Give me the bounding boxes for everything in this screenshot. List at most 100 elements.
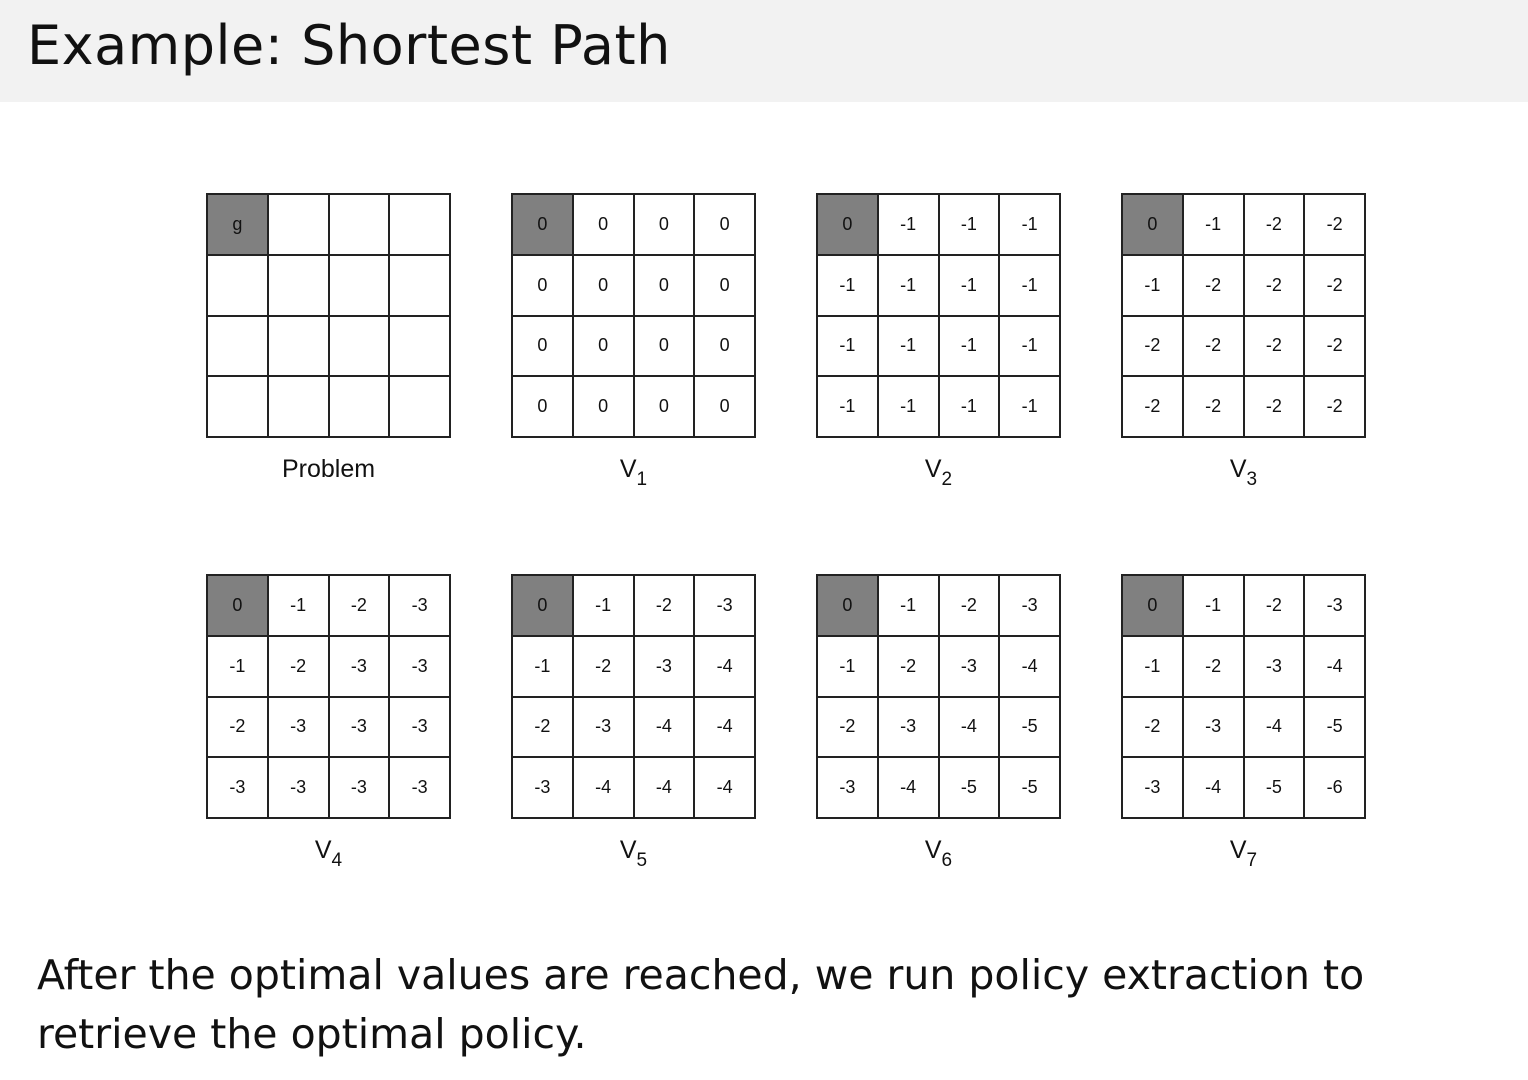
grid-cell: -4 [1304,635,1365,697]
grid-cell: -3 [1304,575,1365,636]
value-grid-v4: 0 -1 -2 -3 -1 -2 -3 -3 -2 -3 -3 -3 -3 -3 -3 -3 [206,574,451,819]
value-grid-problem: g [206,193,451,438]
grid-cell: -3 [389,757,450,818]
grid-cell: -3 [328,696,390,758]
grid-label-subscript: 4 [331,850,343,871]
value-grid-v6: 0 -1 -2 -3 -1 -2 -3 -4 -2 -3 -4 -5 -3 -4 -5 -5 [816,574,1061,819]
grid-cell: -1 [999,376,1060,437]
value-grid-v2: 0 -1 -1 -1 -1 -1 -1 -1 -1 -1 -1 -1 -1 -1 -1 -1 [816,193,1061,438]
grid-cell: -2 [1182,315,1244,377]
grid-label-text: V [314,836,332,864]
grid-cell: -2 [1304,376,1365,437]
grid-cell: -5 [1304,696,1365,758]
grid-cell: -4 [694,757,755,818]
grid-cell: -2 [267,635,329,697]
grid-label-subscript: 1 [636,469,648,490]
slide-header: Example: Shortest Path [0,0,1528,102]
grid-cell [389,194,450,255]
grid-cell: -1 [877,376,939,437]
grid-cell: -3 [1182,696,1244,758]
grid-cell: -4 [877,757,939,818]
slide-body-text: After the optimal values are reached, we… [37,951,1365,1058]
grid-cell: 0 [572,194,634,255]
grid-cell: -2 [877,635,939,697]
grid-cell: -3 [267,757,329,818]
grid-cell: -1 [1182,575,1244,636]
grid-cell: -3 [389,696,450,758]
grid-cell: -1 [938,194,1000,255]
grid-label: V2 [816,455,1061,491]
grid-cell: -3 [389,635,450,697]
grid-cell: -4 [999,635,1060,697]
grid-cell: -2 [633,575,695,636]
grid-cell [328,254,390,316]
value-grid-v7: 0 -1 -2 -3 -1 -2 -3 -4 -2 -3 -4 -5 -3 -4 -5 -6 [1121,574,1366,819]
grid-label-text: V [924,836,942,864]
grid-cell [389,254,450,316]
grid-cell: 0 [572,315,634,377]
goal-cell: 0 [817,575,878,636]
grid-cell: -2 [1243,315,1305,377]
grid-cell: -1 [938,254,1000,316]
grid-cell: -2 [1182,376,1244,437]
grid-cell: -1 [999,194,1060,255]
grid-cell: -2 [817,696,878,758]
grid-cell: -4 [633,757,695,818]
grid-cell: -2 [207,696,268,758]
grid-label: V4 [206,836,451,872]
grid-cell: -3 [389,575,450,636]
goal-cell: 0 [817,194,878,255]
grid-cell: -2 [1304,315,1365,377]
grid-cell: -4 [633,696,695,758]
goal-cell: 0 [1122,194,1183,255]
grid-cell: -3 [999,575,1060,636]
grid-label-subscript: 6 [941,850,953,871]
grid-cell: -5 [999,757,1060,818]
grid-cell: -2 [1182,635,1244,697]
grid-cell: 0 [694,254,755,316]
grid-cell: -2 [1243,194,1305,255]
grid-cell: 0 [694,194,755,255]
grid-cell: -2 [1243,254,1305,316]
grid-cell: 0 [572,254,634,316]
grid-cell: -2 [572,635,634,697]
value-grid-v5: 0 -1 -2 -3 -1 -2 -3 -4 -2 -3 -4 -4 -3 -4 -4 -4 [511,574,756,819]
grid-cell: -1 [877,575,939,636]
grid-cell: -1 [817,635,878,697]
grid-cell: -1 [877,315,939,377]
grid-label-text: V [1229,455,1247,483]
grid-cell: 0 [512,376,573,437]
grid-cell: -5 [999,696,1060,758]
grid-cell: -1 [877,254,939,316]
grid-cell: -4 [694,696,755,758]
grid-cell: -1 [512,635,573,697]
grid-cell: -4 [694,635,755,697]
slide-title: Example: Shortest Path [27,14,671,77]
grid-cell: -3 [877,696,939,758]
grid-cell: -2 [1122,696,1183,758]
grid-cell: -2 [1182,254,1244,316]
grid-cell: -2 [1304,254,1365,316]
grid-cell [389,315,450,377]
grid-cell [328,315,390,377]
grid-cell: -3 [267,696,329,758]
goal-cell: g [207,194,268,255]
grid-label: V5 [511,836,756,872]
goal-cell: 0 [207,575,268,636]
grid-cell [328,194,390,255]
grid-cell: 0 [512,315,573,377]
grid-cell: -2 [1304,194,1365,255]
grid-cell: -2 [1243,376,1305,437]
grid-cell: -3 [328,635,390,697]
grid-cell: -2 [1122,315,1183,377]
grid-cell: -3 [1243,635,1305,697]
grid-label: V1 [511,455,756,491]
grid-cell: -5 [1243,757,1305,818]
grid-label-text: V [1229,836,1247,864]
grid-label: V7 [1121,836,1366,872]
grid-cell: 0 [694,376,755,437]
grid-cell: 0 [633,194,695,255]
grid-cell [267,194,329,255]
grid-cell: -3 [207,757,268,818]
